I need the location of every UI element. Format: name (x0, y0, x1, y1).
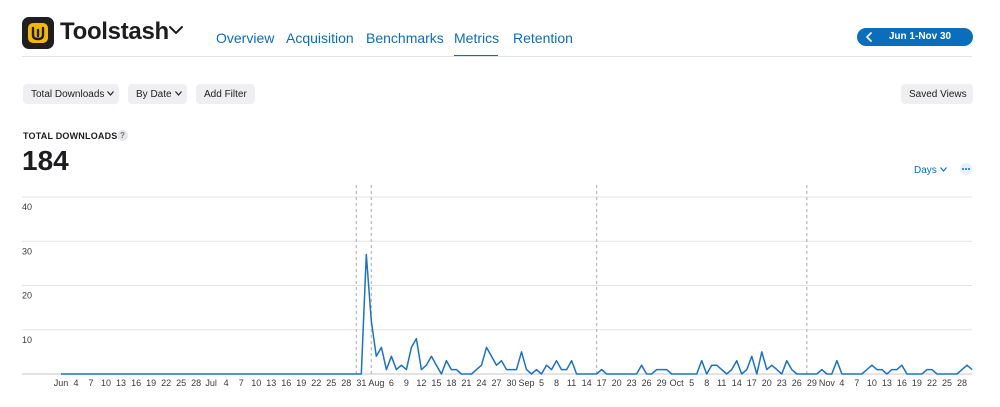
x-tick-label: 13 (116, 378, 126, 388)
app-name[interactable]: Toolstash (60, 18, 169, 45)
chevron-down-icon (939, 167, 947, 172)
date-range-button[interactable]: Jun 1-Nov 30 (857, 28, 973, 46)
x-tick-label: 16 (897, 378, 907, 388)
x-tick-label: 5 (689, 378, 694, 388)
x-tick-label: 19 (296, 378, 306, 388)
x-tick-label: 19 (912, 378, 922, 388)
chevron-down-icon (174, 91, 182, 96)
x-tick-label: Jun (54, 378, 69, 388)
x-tick-label: 25 (942, 378, 952, 388)
x-tick-label: 23 (627, 378, 637, 388)
header-divider (22, 56, 972, 57)
x-tick-label: 14 (732, 378, 742, 388)
tab-benchmarks[interactable]: Benchmarks (366, 30, 444, 46)
x-tick-label: 9 (404, 378, 409, 388)
x-tick-label: 28 (957, 378, 967, 388)
x-tick-label: 4 (74, 378, 79, 388)
x-tick-label: Sep (519, 378, 535, 388)
x-tick-label: 13 (882, 378, 892, 388)
x-tick-label: 30 (506, 378, 516, 388)
tab-retention[interactable]: Retention (513, 30, 573, 46)
x-tick-label: 26 (792, 378, 802, 388)
granularity-dropdown[interactable]: Days (914, 165, 947, 176)
x-tick-label: 16 (131, 378, 141, 388)
x-tick-label: 22 (927, 378, 937, 388)
y-tick-label: 20 (22, 291, 32, 301)
date-range-label: Jun 1-Nov 30 (888, 31, 952, 42)
x-tick-label: 10 (101, 378, 111, 388)
chevron-down-icon (107, 91, 115, 96)
x-tick-label: 17 (747, 378, 757, 388)
granularity-label: Days (914, 165, 937, 176)
toolbox-app-icon (22, 17, 54, 49)
x-tick-label: 24 (476, 378, 486, 388)
group-by-label: By Date (136, 89, 172, 100)
x-tick-label: 22 (161, 378, 171, 388)
x-tick-label: 12 (416, 378, 426, 388)
chevron-left-icon[interactable] (866, 32, 872, 42)
x-tick-label: Jul (205, 378, 217, 388)
y-tick-label: 10 (22, 335, 32, 345)
x-tick-label: 11 (567, 378, 576, 388)
x-tick-label: 23 (777, 378, 787, 388)
tab-overview[interactable]: Overview (216, 30, 275, 46)
x-tick-label: 15 (431, 378, 441, 388)
x-tick-label: 6 (389, 378, 394, 388)
add-filter-button[interactable]: Add Filter (196, 84, 255, 104)
metric-total: 184 (22, 145, 69, 176)
x-tick-label: 20 (762, 378, 772, 388)
series-line (61, 253, 973, 375)
chevron-down-icon[interactable] (168, 25, 184, 35)
x-tick-label: 31 (356, 378, 366, 388)
x-tick-label: 29 (807, 378, 817, 388)
x-tick-label: 4 (224, 378, 229, 388)
x-tick-label: 21 (461, 378, 471, 388)
x-tick-label: 20 (612, 378, 622, 388)
x-tick-label: 25 (326, 378, 336, 388)
x-tick-label: 5 (539, 378, 544, 388)
x-tick-label: 4 (839, 378, 844, 388)
x-tick-label: 8 (704, 378, 709, 388)
metric-label: TOTAL DOWNLOADS (23, 131, 118, 141)
more-options-icon[interactable] (958, 162, 974, 176)
x-tick-label: 18 (446, 378, 456, 388)
saved-views-button[interactable]: Saved Views (901, 84, 973, 104)
x-tick-label: 10 (867, 378, 877, 388)
x-tick-label: 28 (191, 378, 201, 388)
tab-acquisition[interactable]: Acquisition (286, 30, 354, 46)
help-icon[interactable]: ? (117, 130, 128, 141)
x-tick-label: Oct (670, 378, 685, 388)
app-header: Toolstash Overview Acquisition Benchmark… (0, 0, 1000, 58)
measure-label: Total Downloads (31, 89, 105, 100)
x-tick-label: 22 (311, 378, 321, 388)
y-tick-label: 40 (22, 202, 32, 212)
x-tick-label: 27 (491, 378, 501, 388)
x-tick-label: 25 (176, 378, 186, 388)
x-tick-label: 17 (597, 378, 607, 388)
x-tick-label: 16 (281, 378, 291, 388)
x-tick-label: 26 (642, 378, 652, 388)
tab-metrics[interactable]: Metrics (454, 30, 500, 46)
x-tick-label: Nov (819, 378, 836, 388)
x-tick-label: 11 (717, 378, 726, 388)
x-tick-label: 8 (554, 378, 559, 388)
x-tick-label: 10 (251, 378, 261, 388)
x-tick-label: 29 (657, 378, 667, 388)
x-tick-label: 7 (239, 378, 244, 388)
x-tick-label: 14 (582, 378, 592, 388)
x-tick-label: Aug (368, 378, 384, 388)
x-tick-label: 7 (854, 378, 859, 388)
x-tick-label: 7 (89, 378, 94, 388)
measure-dropdown[interactable]: Total Downloads (23, 84, 119, 104)
x-tick-label: 28 (341, 378, 351, 388)
y-tick-label: 30 (22, 246, 32, 256)
x-tick-label: 19 (146, 378, 156, 388)
group-by-dropdown[interactable]: By Date (128, 84, 187, 104)
x-tick-label: 13 (266, 378, 276, 388)
